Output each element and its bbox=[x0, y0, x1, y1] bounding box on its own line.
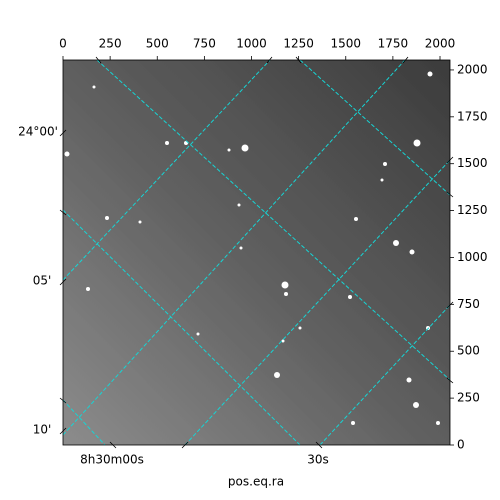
x-tick-label: 1500 bbox=[330, 37, 361, 51]
y-tick-label: 2000 bbox=[457, 62, 488, 76]
y-tick-label: 750 bbox=[457, 297, 480, 311]
x-tick-label: 1250 bbox=[283, 37, 314, 51]
x-axis-label: pos.eq.ra bbox=[228, 475, 284, 489]
y-tick-label: 250 bbox=[457, 391, 480, 405]
dec-label: 05' bbox=[33, 274, 52, 288]
grid-line bbox=[299, 60, 450, 196]
y-tick-label: 1500 bbox=[457, 156, 488, 170]
x-tick-label: 750 bbox=[193, 37, 216, 51]
x-tick-label: 2000 bbox=[425, 37, 456, 51]
ra-label: 30s bbox=[307, 453, 329, 467]
y-tick-label: 0 bbox=[457, 438, 465, 452]
wcs-ticks bbox=[59, 56, 454, 449]
y-tick-label: 1750 bbox=[457, 109, 488, 123]
grid-line bbox=[63, 209, 301, 445]
x-tick-label: 1750 bbox=[378, 37, 409, 51]
dec-label: 24°00' bbox=[18, 125, 58, 139]
grid-line bbox=[184, 159, 450, 445]
x-tick-label: 250 bbox=[99, 37, 122, 51]
x-tick-label: 500 bbox=[146, 37, 169, 51]
grid-line bbox=[63, 60, 406, 436]
y-tick-label: 1000 bbox=[457, 250, 488, 264]
sky-image bbox=[63, 60, 450, 445]
y-tick-label: 1250 bbox=[457, 203, 488, 217]
coordinate-grid bbox=[63, 60, 450, 445]
grid-line bbox=[63, 399, 106, 445]
ra-label: 8h30m00s bbox=[80, 453, 144, 467]
x-tick-label: 0 bbox=[59, 37, 67, 51]
stars bbox=[64, 71, 440, 425]
axes-frame bbox=[62, 59, 451, 446]
dec-label: 10' bbox=[33, 423, 52, 437]
x-tick-label: 1000 bbox=[236, 37, 267, 51]
grid-line bbox=[63, 60, 271, 281]
grid-line bbox=[96, 60, 450, 381]
y-tick-label: 500 bbox=[457, 344, 480, 358]
grid-line bbox=[319, 304, 450, 445]
